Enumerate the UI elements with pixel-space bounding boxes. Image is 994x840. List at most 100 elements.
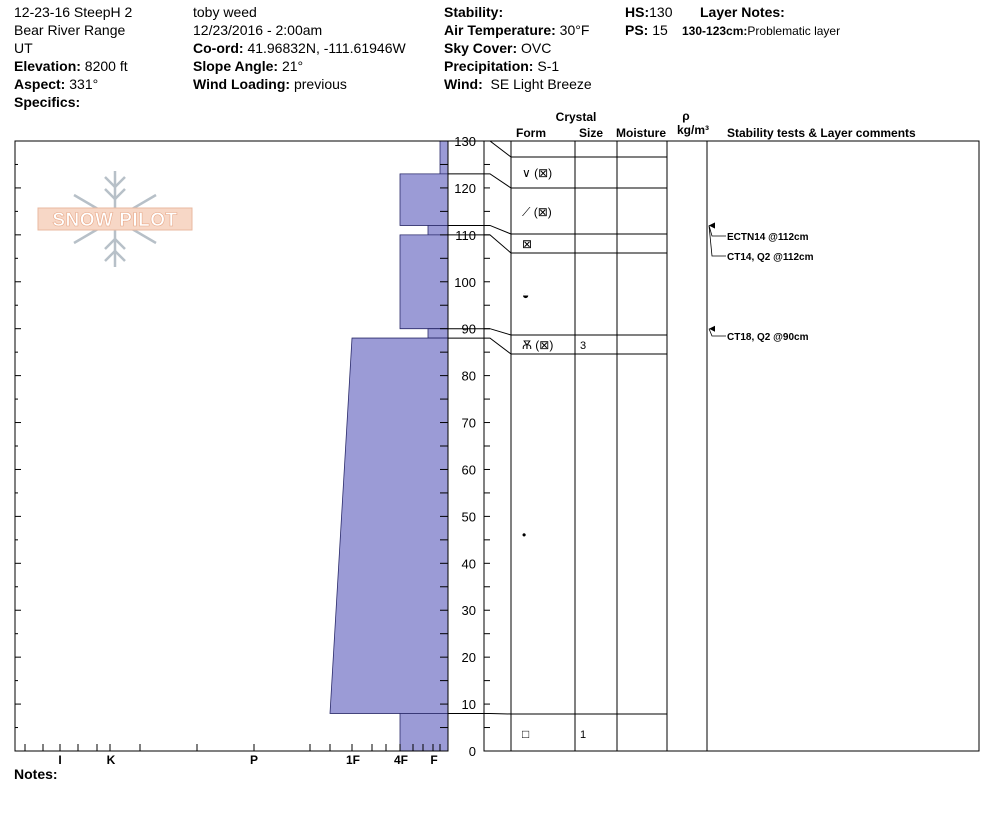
hardness-label-k: K <box>107 753 116 767</box>
aspect-value: 331° <box>69 76 99 92</box>
header-col-2: toby weed 12/23/2016 - 2:00am Co-ord: 41… <box>193 3 406 93</box>
specifics-row: Specifics: <box>14 93 132 111</box>
boundary-connector <box>484 140 512 158</box>
annotation-leader <box>708 328 726 337</box>
aspect-row: Aspect: 331° <box>14 75 132 93</box>
y-tick-label: 70 <box>462 416 476 431</box>
boundary-connector <box>484 173 512 189</box>
hardness-label-1f: 1F <box>346 753 360 767</box>
y-tick-label: 30 <box>462 603 476 618</box>
ps-label: PS: <box>625 22 649 38</box>
state: UT <box>14 40 33 56</box>
hardness-label-4f: 4F <box>394 753 408 767</box>
layer-note-range: 130-123cm: <box>682 24 748 38</box>
elevation-row: Elevation: 8200 ft <box>14 57 132 75</box>
boundary-connector <box>484 224 512 235</box>
notes-row: Notes: <box>14 765 58 783</box>
wind-loading-value: previous <box>293 76 347 92</box>
hs-value: 130 <box>649 4 673 20</box>
header-form: Form <box>516 126 546 140</box>
elevation-label: Elevation: <box>14 58 81 74</box>
coord-row: Co-ord: 41.96832N, -111.61946W <box>193 39 406 57</box>
air-temp-value: 30°F <box>559 22 590 38</box>
air-temp-row: Air Temperature: 30°F <box>444 21 592 39</box>
crystal-size: 1 <box>580 729 586 741</box>
hardness-label-i: I <box>58 753 61 767</box>
header-size: Size <box>579 126 603 140</box>
sky-label: Sky Cover: <box>444 40 518 56</box>
table-rows <box>511 156 667 715</box>
hardness-segment <box>427 225 449 236</box>
specifics-label: Specifics: <box>14 94 81 110</box>
profile-title: 12-23-16 SteepH 2 <box>14 4 133 20</box>
logo-band <box>37 207 193 231</box>
wind-value: SE Light Breeze <box>490 76 592 92</box>
mountain-range: Bear River Range <box>14 22 126 38</box>
annotation-arrow-icon <box>709 325 715 332</box>
hardness-profile <box>329 140 449 752</box>
hardness-segment <box>329 337 449 714</box>
crystal-form: ∨ (⊠) <box>522 166 552 180</box>
wind-label: Wind: <box>444 76 483 92</box>
boundary-connector <box>484 712 512 715</box>
observer-name: toby weed <box>193 4 257 20</box>
layer-note-text: Problematic layer <box>747 24 841 38</box>
crystal-form: ⊠ <box>522 237 532 251</box>
table-frame <box>483 140 980 752</box>
crystal-form: • <box>522 528 526 542</box>
coord-label: Co-ord: <box>193 40 244 56</box>
stability-test: ECTN14 @112cm <box>727 232 809 243</box>
hardness-segment <box>439 140 449 175</box>
header-density: kg/m³ <box>677 123 709 137</box>
layer-notes: Layer Notes: <box>700 3 785 21</box>
coord-value: 41.96832N, -111.61946W <box>247 40 406 56</box>
logo-text: SNOW PILOT <box>52 210 177 231</box>
wind-loading-label: Wind Loading: <box>193 76 291 92</box>
boundary-connector <box>484 234 512 254</box>
left-edge-ticks <box>15 140 21 752</box>
y-tick-label: 0 <box>469 744 476 759</box>
annotation-leader <box>708 225 726 257</box>
annotation-leader <box>708 225 726 237</box>
y-tick-label: 120 <box>454 181 476 196</box>
precip-value: S-1 <box>537 58 560 74</box>
sky-value: OVC <box>521 40 552 56</box>
air-temp-label: Air Temperature: <box>444 22 556 38</box>
hs-label: HS: <box>625 4 650 20</box>
crystal-form: Ѫ (⊠) <box>522 338 553 352</box>
crystal-form: ⟋ (⊠) <box>522 205 552 219</box>
slope-value: 21° <box>281 58 304 74</box>
hardness-label-p: P <box>250 753 258 767</box>
y-tick-label: 100 <box>454 275 476 290</box>
ps-row: PS: 15 <box>625 21 672 39</box>
header-col-4: HS:130 PS: 15 <box>625 3 672 39</box>
observation-datetime: 12/23/2016 - 2:00am <box>193 22 323 38</box>
y-tick-label: 50 <box>462 509 476 524</box>
hardness-segment <box>399 173 449 226</box>
hs-row: HS:130 <box>625 3 672 21</box>
hardness-segment <box>427 328 449 339</box>
layer-note-row: 130-123cm:Problematic layer <box>682 22 840 40</box>
crystal-size: 3 <box>580 340 586 352</box>
header-rho: ρ <box>682 109 689 123</box>
snowpilot-logo: SNOW PILOT <box>37 171 193 267</box>
annotation-arrow-icon <box>709 222 715 229</box>
hardness-axis: I K P 1F 4F F <box>24 744 441 767</box>
header-moisture: Moisture <box>616 126 666 140</box>
stability-test: CT14, Q2 @112cm <box>727 252 814 263</box>
y-tick-label: 10 <box>462 697 476 712</box>
header-crystal: Crystal <box>556 110 597 124</box>
layer-notes-label: Layer Notes: <box>700 4 785 20</box>
notes-label: Notes: <box>14 766 58 782</box>
sky-row: Sky Cover: OVC <box>444 39 592 57</box>
stability-row: Stability: <box>444 3 592 21</box>
header-comments: Stability tests & Layer comments <box>727 126 916 140</box>
elevation-value: 8200 ft <box>84 58 128 74</box>
stability-test: CT18, Q2 @90cm <box>727 332 809 343</box>
ps-value: 15 <box>652 22 668 38</box>
y-tick-label: 60 <box>462 462 476 477</box>
hardness-label-f: F <box>430 753 437 767</box>
wind-loading-row: Wind Loading: previous <box>193 75 406 93</box>
